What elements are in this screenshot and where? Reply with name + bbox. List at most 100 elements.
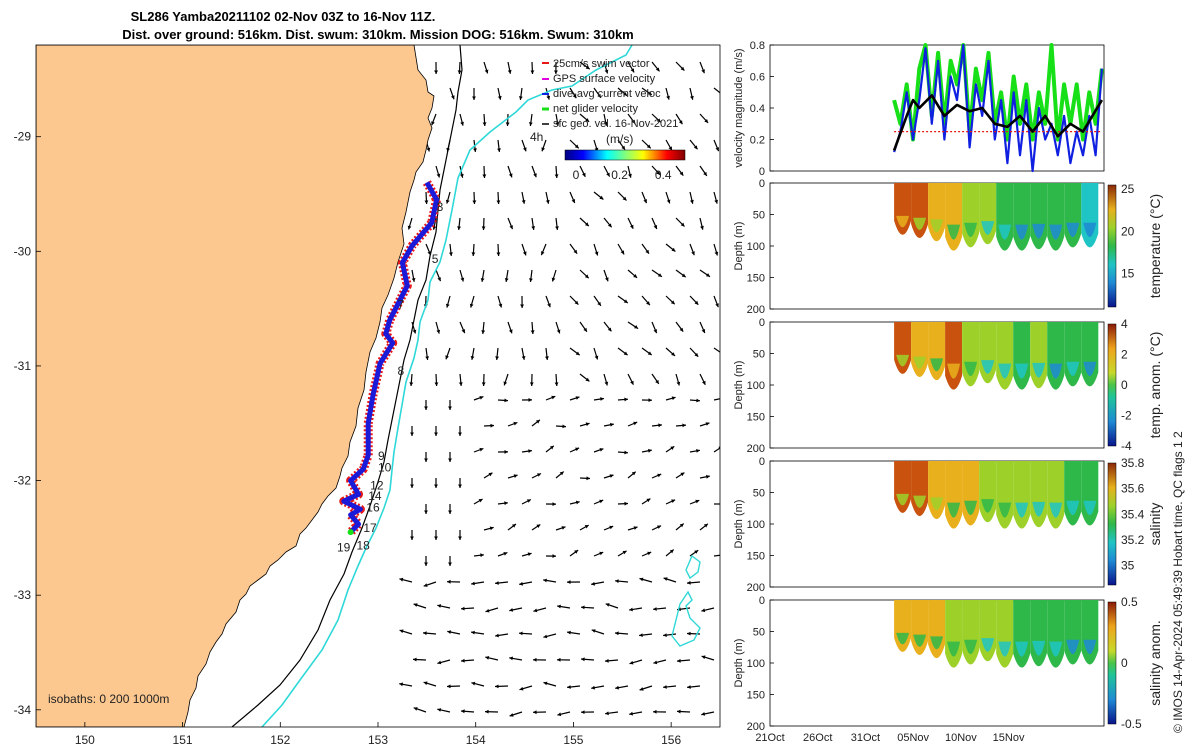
profile-cell xyxy=(945,600,963,668)
temp-anomaly-panel: 0 50 100 150 200 Depth (m) 4 2 0 -2 -4 temp. anom. … xyxy=(733,317,1163,455)
velocity-vector-head xyxy=(436,329,441,334)
velocity-vector-head xyxy=(461,709,465,714)
velocity-vector-head xyxy=(604,381,609,386)
velocity-vector-head xyxy=(552,502,556,506)
velocity-vector-head xyxy=(471,252,476,256)
profile-cell-deep xyxy=(1066,222,1080,238)
profile-cell xyxy=(1013,183,1031,251)
velocity-vector-head xyxy=(495,356,499,360)
velocity-vector-head xyxy=(701,329,706,333)
velocity-vector-head xyxy=(647,551,652,556)
time-tick-label: 05Nov xyxy=(897,732,929,744)
profile-cell xyxy=(1047,600,1065,668)
velocity-vector-head xyxy=(653,329,657,334)
velocity-vector-head xyxy=(715,147,719,152)
map-colorbar-tick-label: 0 xyxy=(573,168,580,182)
profile-cell xyxy=(1064,600,1082,665)
velocity-vector-head xyxy=(411,278,416,282)
land-mass xyxy=(36,45,435,727)
profile-cell-deep xyxy=(964,500,978,516)
velocity-vector-head xyxy=(509,656,513,661)
velocity-vector-head xyxy=(574,144,579,149)
velocity-vector-head xyxy=(599,551,604,556)
profile-cell xyxy=(1047,322,1065,390)
velocity-vector-head xyxy=(646,301,650,306)
velocity-vector-head xyxy=(551,277,556,282)
eddy-contour-large xyxy=(671,590,701,647)
temperature-panel: 0 50 100 150 200 Depth (m) 25 20 15 temperature (… xyxy=(733,178,1163,316)
lat-tick-label: -31 xyxy=(14,359,32,373)
velocity-vector-head xyxy=(631,119,636,124)
profile-cell-deep xyxy=(913,495,927,508)
velocity-vector-head xyxy=(424,406,428,410)
profile-cell xyxy=(996,461,1014,529)
profile-cell-deep xyxy=(1015,224,1029,240)
velocity-vector-head xyxy=(609,525,614,530)
profile-cell xyxy=(1081,600,1099,665)
lat-tick-label: -33 xyxy=(14,588,32,602)
velocity-vector-head xyxy=(572,94,577,99)
velocity-vector-head xyxy=(448,458,452,462)
velocity-vector-head xyxy=(531,226,536,230)
velocity-vector-head xyxy=(519,631,523,636)
velocity-vector-head xyxy=(547,303,551,308)
velocity-vector-head xyxy=(687,580,691,585)
profile-cell-deep xyxy=(1032,640,1046,656)
profile-cell-deep xyxy=(947,502,961,518)
velocity-vector-head xyxy=(691,251,695,256)
velocity-vector-head xyxy=(714,251,719,256)
colorbar-tick-label: -4 xyxy=(1121,439,1132,453)
lat-tick-label: -32 xyxy=(14,474,32,488)
colorbar-tick-label: 35.6 xyxy=(1121,482,1145,496)
velocity-vector-head xyxy=(512,524,516,528)
velocity-vector-head xyxy=(481,330,486,334)
velocity-vector-head xyxy=(533,173,537,178)
velocity-vector-head xyxy=(676,381,681,386)
velocity-vector-head xyxy=(407,225,412,230)
velocity-vector-head xyxy=(469,303,474,308)
velocity-vector-head xyxy=(705,422,710,426)
velocity-vector-head xyxy=(461,658,465,663)
velocity-vector-head xyxy=(479,447,484,452)
velocity-vector-head xyxy=(720,351,724,355)
map-lon-ticks: 150 151 152 153 154 155 156 xyxy=(75,722,681,747)
map-legend: 25cm/s swim vector GPS surface velocity … xyxy=(530,58,686,182)
velocity-vector-head xyxy=(567,630,571,635)
velocity-vector-head xyxy=(671,247,676,252)
velocity-vector-head xyxy=(615,631,619,636)
profile-cell-deep xyxy=(913,217,927,230)
velocity-vector-head xyxy=(529,278,533,282)
y-tick-label: 150 xyxy=(747,690,765,702)
velocity-vector-head xyxy=(630,380,634,385)
series-mean-velocity xyxy=(892,94,1104,151)
velocity-vector-head xyxy=(720,397,724,401)
velocity-vector-head xyxy=(584,274,589,279)
time-tick-label: 15Nov xyxy=(993,732,1025,744)
velocity-vector-head xyxy=(495,633,499,638)
velocity-vector-head xyxy=(457,70,462,74)
profile-cell-deep xyxy=(930,497,944,511)
day-label: 8 xyxy=(398,364,405,378)
profile-cell xyxy=(996,183,1014,251)
velocity-vector-head xyxy=(504,450,508,454)
isobaths-label: isobaths: 0 200 1000m xyxy=(48,692,169,706)
velocity-vector-head xyxy=(663,577,668,581)
y-axis-label: Depth (m) xyxy=(733,361,745,410)
velocity-vector-head xyxy=(449,252,453,256)
velocity-vector-head xyxy=(591,629,596,633)
y-axis-label: velocity magnitude (m/s) xyxy=(733,48,745,167)
velocity-vector-head xyxy=(434,432,438,436)
velocity-vector-head xyxy=(605,277,609,282)
velocity-vector-head xyxy=(701,712,706,716)
velocity-vector-head xyxy=(413,603,418,607)
legend-time-label: 4h xyxy=(530,130,543,144)
velocity-vector-head xyxy=(594,355,599,360)
velocity-vector-head xyxy=(551,395,556,400)
velocity-vector-head xyxy=(554,174,559,178)
time-tick-label: 31Oct xyxy=(851,732,880,744)
velocity-vector-head xyxy=(413,707,418,711)
velocity-vector-head xyxy=(591,685,595,690)
velocity-vector-head xyxy=(615,685,619,690)
salinity-panel: 0 50 100 150 200 Depth (m) 35.8 35.6 35.4 35.2 35 s… xyxy=(733,456,1163,594)
glider-track xyxy=(339,180,442,536)
